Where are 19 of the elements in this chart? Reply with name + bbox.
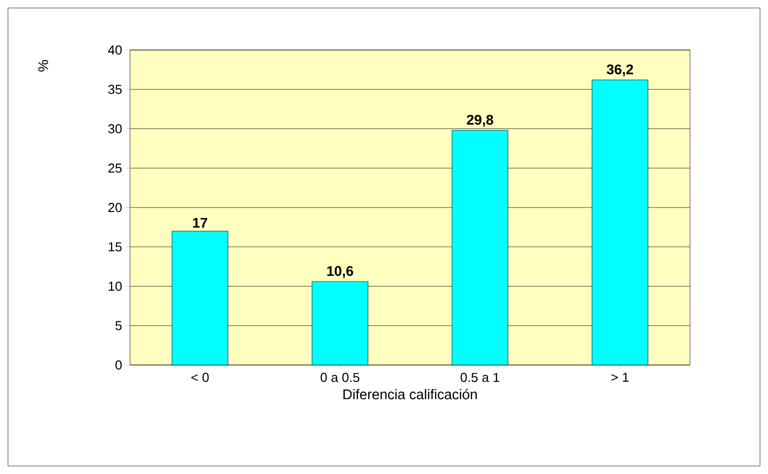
- x-tick-label: > 1: [611, 372, 629, 382]
- data-label: 10,6: [327, 266, 354, 278]
- y-axis-title: %: [38, 60, 48, 72]
- x-tick-label: 0.5 a 1: [460, 372, 500, 382]
- y-tick-label: 40: [108, 45, 122, 55]
- data-label: 29,8: [466, 114, 494, 127]
- x-axis-title: Diferencia calificación: [343, 388, 477, 400]
- data-label: 36,2: [606, 64, 634, 76]
- x-tick-label: 0 a 0.5: [320, 372, 360, 382]
- y-tick-label: 5: [115, 321, 122, 330]
- y-tick-label: 10: [108, 282, 122, 291]
- y-tick-label: 30: [108, 124, 122, 134]
- y-tick-label: 15: [108, 242, 122, 252]
- data-label: 17: [193, 218, 208, 228]
- y-tick-label: 0: [115, 360, 122, 370]
- y-tick-label: 35: [108, 84, 122, 94]
- y-tick-label: 25: [108, 164, 122, 173]
- y-tick-label: 20: [108, 202, 122, 212]
- x-tick-label: < 0: [191, 372, 209, 382]
